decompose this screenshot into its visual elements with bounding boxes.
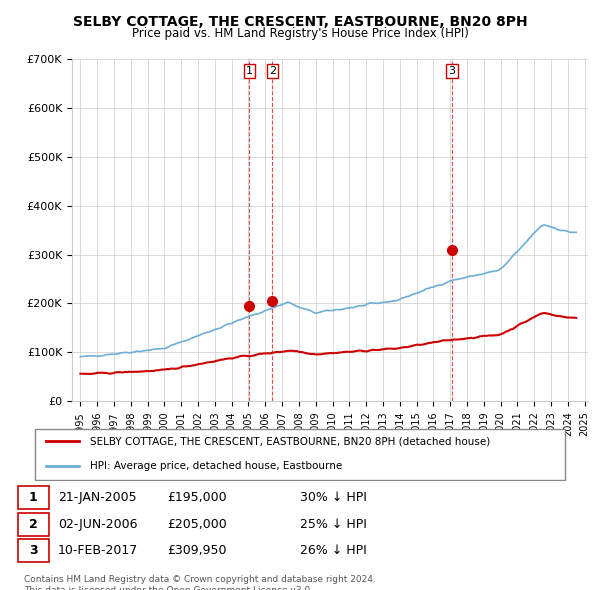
Text: 2: 2: [29, 518, 38, 531]
Text: Contains HM Land Registry data © Crown copyright and database right 2024.
This d: Contains HM Land Registry data © Crown c…: [24, 575, 376, 590]
FancyBboxPatch shape: [18, 513, 49, 536]
Text: £309,950: £309,950: [167, 544, 227, 557]
Text: 30% ↓ HPI: 30% ↓ HPI: [300, 491, 367, 504]
FancyBboxPatch shape: [18, 486, 49, 509]
Text: £205,000: £205,000: [167, 518, 227, 531]
Text: 1: 1: [246, 66, 253, 76]
Text: 10-FEB-2017: 10-FEB-2017: [58, 544, 139, 557]
Text: 25% ↓ HPI: 25% ↓ HPI: [300, 518, 367, 531]
Text: £195,000: £195,000: [167, 491, 227, 504]
Text: 02-JUN-2006: 02-JUN-2006: [58, 518, 137, 531]
Text: SELBY COTTAGE, THE CRESCENT, EASTBOURNE, BN20 8PH (detached house): SELBY COTTAGE, THE CRESCENT, EASTBOURNE,…: [90, 436, 490, 446]
Text: HPI: Average price, detached house, Eastbourne: HPI: Average price, detached house, East…: [90, 461, 343, 471]
Text: SELBY COTTAGE, THE CRESCENT, EASTBOURNE, BN20 8PH: SELBY COTTAGE, THE CRESCENT, EASTBOURNE,…: [73, 15, 527, 29]
Text: 3: 3: [449, 66, 455, 76]
Text: 21-JAN-2005: 21-JAN-2005: [58, 491, 137, 504]
Text: Price paid vs. HM Land Registry's House Price Index (HPI): Price paid vs. HM Land Registry's House …: [131, 27, 469, 40]
FancyBboxPatch shape: [18, 539, 49, 562]
FancyBboxPatch shape: [35, 429, 565, 480]
Text: 3: 3: [29, 544, 38, 557]
Text: 1: 1: [29, 491, 38, 504]
Text: 26% ↓ HPI: 26% ↓ HPI: [300, 544, 367, 557]
Text: 2: 2: [269, 66, 276, 76]
